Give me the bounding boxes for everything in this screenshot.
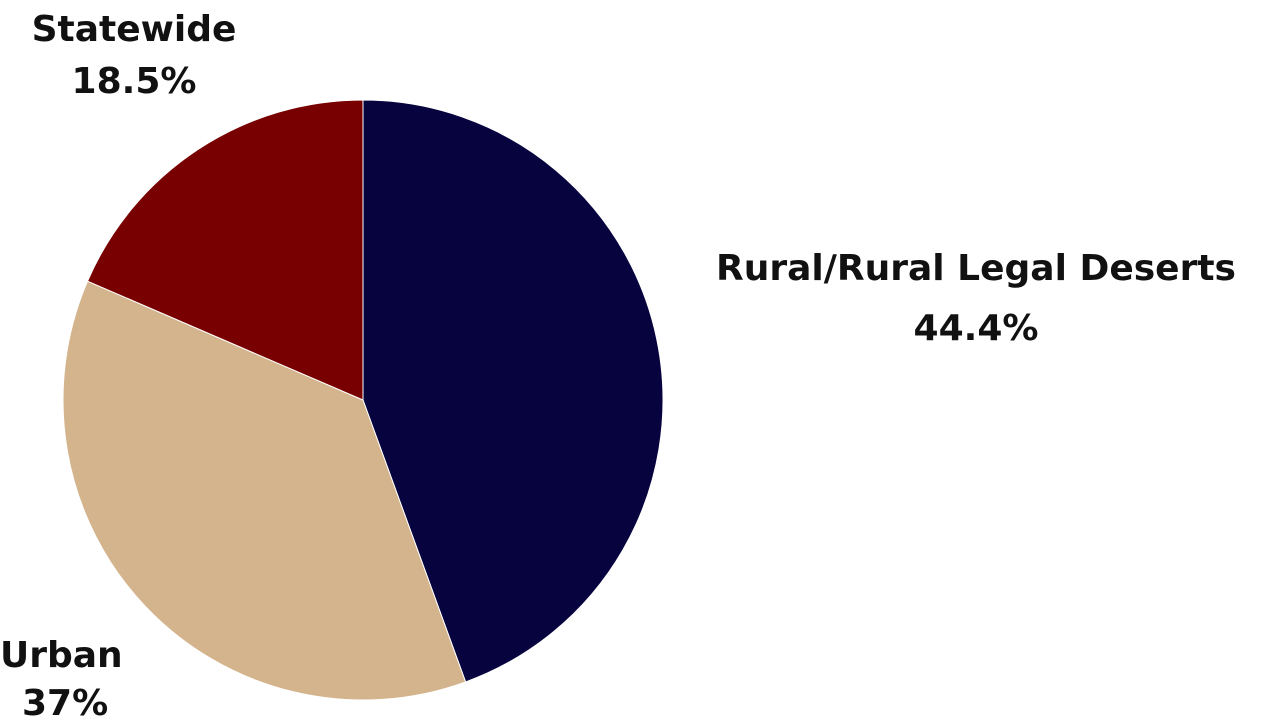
slice-value-statewide: 18.5%: [72, 61, 197, 102]
pie-slice-statewide: [86, 99, 364, 401]
slice-value-rural: 44.4%: [914, 308, 1039, 349]
pie-slices: [62, 99, 664, 701]
slice-label-rural: Rural/Rural Legal Deserts: [716, 248, 1236, 289]
slice-value-urban: 37%: [22, 683, 108, 722]
slice-label-statewide: Statewide: [32, 9, 237, 50]
pie-slice-rural: [362, 99, 664, 683]
slice-label-urban: Urban: [0, 635, 123, 676]
pie-slice-urban: [62, 280, 467, 701]
